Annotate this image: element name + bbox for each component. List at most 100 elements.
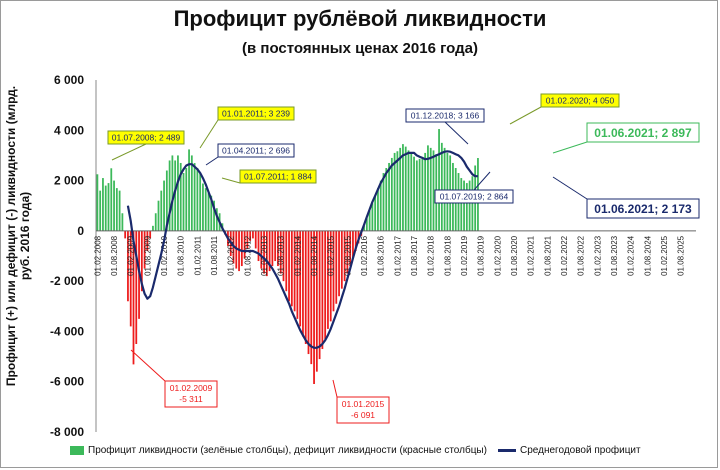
bar <box>402 144 404 231</box>
annotation-label: -5 311 <box>179 394 203 404</box>
annotation-label: 01.07.2019; 2 864 <box>440 192 509 202</box>
bar <box>238 230 240 272</box>
bar <box>171 155 174 231</box>
x-tick-label: 01.02.2011 <box>193 235 202 275</box>
bar <box>399 147 402 231</box>
bar <box>146 230 149 251</box>
bar <box>404 146 407 231</box>
bar <box>215 208 218 231</box>
bar <box>302 230 304 337</box>
bar <box>327 230 329 329</box>
bar <box>338 230 340 297</box>
bar <box>246 230 249 249</box>
annotation-box <box>540 93 620 108</box>
x-tick-label: 01.08.2009 <box>143 235 152 276</box>
bar <box>252 230 254 239</box>
x-tick-label: 01.02.2014 <box>293 235 302 276</box>
bar <box>321 230 324 350</box>
bar <box>346 230 349 274</box>
x-tick-label: 01.08.2016 <box>377 235 386 276</box>
bar <box>315 230 318 372</box>
bar <box>102 178 104 231</box>
annotation-box <box>434 189 514 204</box>
annotation-leader <box>332 379 338 398</box>
annotation-leader <box>552 141 588 154</box>
bar <box>118 190 121 231</box>
x-tick-label: 01.08.2010 <box>177 235 186 276</box>
average-line <box>126 150 478 349</box>
bar <box>188 149 190 231</box>
bar <box>363 225 365 231</box>
bar <box>424 152 427 231</box>
bar <box>140 230 143 292</box>
bar <box>154 213 157 231</box>
x-tick-label: 01.02.2023 <box>593 235 602 276</box>
bar <box>185 168 188 231</box>
bar <box>124 230 127 239</box>
y-tick-label: 2 000 <box>54 174 84 188</box>
bar <box>168 160 171 231</box>
x-tick-label: 01.08.2017 <box>410 235 419 276</box>
y-tick-label: 0 <box>77 224 84 238</box>
y-tick-label: -4 000 <box>50 324 84 338</box>
bar <box>343 230 346 282</box>
bar <box>415 160 418 231</box>
bar <box>152 225 154 231</box>
bar <box>371 203 374 231</box>
x-tick-label: 01.08.2008 <box>110 235 119 276</box>
bar <box>182 173 185 231</box>
bar <box>129 230 132 327</box>
bar <box>463 180 465 231</box>
bar <box>174 160 177 231</box>
bar <box>149 230 152 239</box>
x-tick-label: 01.08.2025 <box>677 235 686 276</box>
annotation-box <box>107 130 185 145</box>
bar <box>104 185 107 231</box>
bar <box>115 188 118 231</box>
x-tick-label: 01.08.2014 <box>310 235 319 276</box>
bar <box>413 156 415 231</box>
annotation-leader <box>111 143 147 161</box>
bar <box>210 195 213 231</box>
x-tick-label: 01.08.2018 <box>443 235 452 276</box>
bar <box>163 180 165 231</box>
annotation-label: 01.07.2011; 1 884 <box>244 172 312 182</box>
x-tick-label: 01.08.2013 <box>277 235 286 276</box>
annotation-label: 01.12.2018; 3 166 <box>411 111 480 121</box>
bar <box>177 155 179 231</box>
y-tick-label: -2 000 <box>50 274 84 288</box>
annotation-label: 01.02.2020; 4 050 <box>546 96 615 106</box>
bar <box>263 230 265 274</box>
bar <box>421 157 424 231</box>
bar <box>290 230 293 307</box>
bar <box>213 200 215 231</box>
x-tick-label: 01.08.2020 <box>510 235 519 276</box>
x-tick-label: 01.02.2010 <box>160 235 169 276</box>
bar <box>329 230 332 322</box>
annotation-leader <box>473 171 491 191</box>
annotation-box <box>405 108 485 123</box>
bar <box>99 190 102 231</box>
x-tick-label: 01.08.2011 <box>210 235 219 275</box>
bar <box>388 162 390 231</box>
x-tick-label: 01.02.2025 <box>660 235 669 276</box>
x-tick-label: 01.08.2021 <box>543 235 552 276</box>
bar <box>288 230 290 302</box>
annotation-box <box>586 198 700 219</box>
x-tick-label: 01.02.2018 <box>427 235 436 276</box>
bar <box>282 230 285 282</box>
bar <box>202 183 204 231</box>
annotation-box <box>239 169 317 184</box>
bar <box>193 163 196 231</box>
bar <box>307 230 310 355</box>
bar <box>304 230 307 344</box>
bar <box>113 180 115 231</box>
annotation-label: 01.02.2009 <box>170 383 213 393</box>
bar <box>354 230 357 251</box>
bar <box>285 230 288 292</box>
annotation-leader <box>509 106 542 125</box>
y-tick-label: -8 000 <box>50 425 84 439</box>
annotation-leader <box>444 121 469 145</box>
x-tick-label: 01.02.2021 <box>527 235 536 276</box>
x-tick-label: 01.02.2008 <box>93 235 102 276</box>
